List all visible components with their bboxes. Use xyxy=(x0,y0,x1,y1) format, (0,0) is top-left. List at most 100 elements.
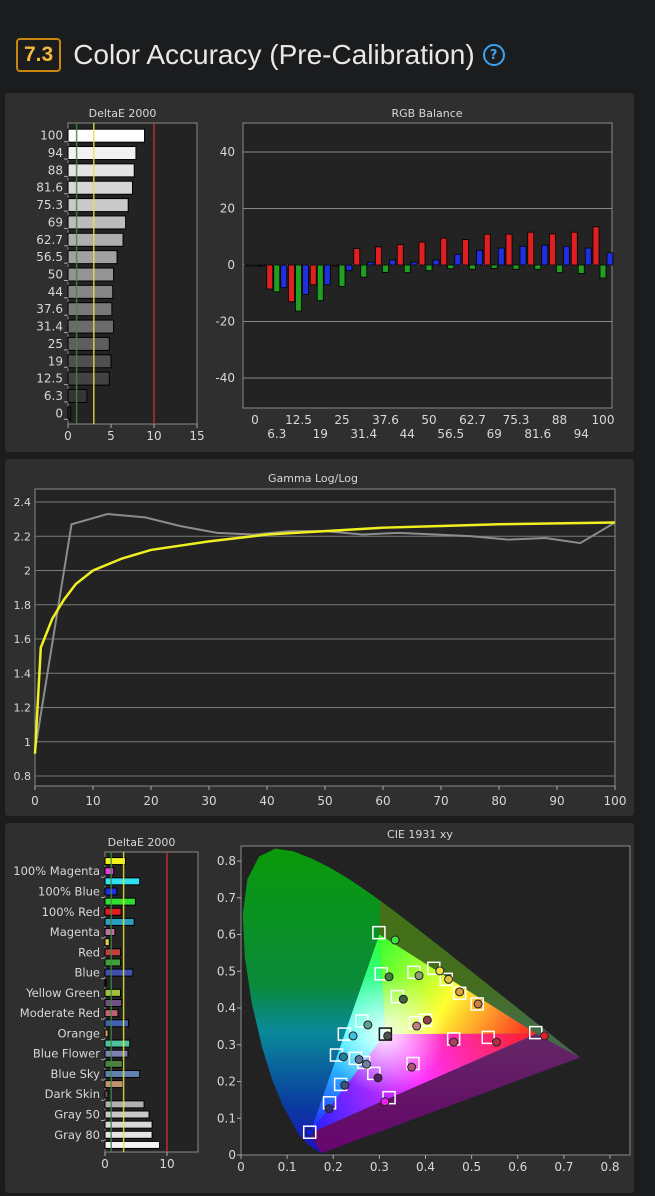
section-header: 7.3 Color Accuracy (Pre-Calibration) ? xyxy=(16,38,505,72)
deltae-category-label: 88 xyxy=(48,163,63,177)
deltae-bar xyxy=(67,198,129,213)
rgb-bar xyxy=(280,264,288,289)
x-tick-label: 0.5 xyxy=(462,1160,481,1174)
cie-measured-point xyxy=(414,971,424,981)
x-tick-label: 0.3 xyxy=(370,1160,389,1174)
x-tick-label: 10 xyxy=(85,794,100,808)
rgb-bar xyxy=(367,261,375,266)
y-tick-label: 1.4 xyxy=(14,667,32,680)
cie-measured-point xyxy=(540,1031,550,1041)
rgb-bar xyxy=(273,264,281,293)
y-tick-label: 20 xyxy=(220,202,235,216)
x-tick-label: 60 xyxy=(375,794,390,808)
deltae-bar xyxy=(67,215,127,230)
deltae-bar xyxy=(104,907,122,916)
y-tick-label: 2.2 xyxy=(14,530,32,543)
cie-title: CIE 1931 xy xyxy=(387,828,453,841)
x-tick-label: 62.7 xyxy=(459,413,486,427)
locus-yellow-region xyxy=(379,900,580,1058)
cie-measured-point xyxy=(390,935,400,945)
x-tick-label: 50 xyxy=(317,794,332,808)
deltae-category-label: Gray 80 xyxy=(54,1128,100,1142)
deltae-category-label: 81.6 xyxy=(36,181,63,195)
x-tick-label: 20 xyxy=(143,794,158,808)
deltae-bar xyxy=(67,232,124,247)
y-tick-label: -40 xyxy=(215,371,235,385)
deltae-bar xyxy=(104,877,141,886)
deltae-bar xyxy=(104,958,121,967)
deltae-category-label: Gray 50 xyxy=(54,1108,100,1122)
y-tick-label: 0.6 xyxy=(217,928,236,942)
y-tick-label: 40 xyxy=(220,145,235,159)
rgb-bar xyxy=(462,239,469,266)
deltae-bar xyxy=(67,302,113,317)
rgb-bar xyxy=(266,264,274,290)
deltae-bar xyxy=(67,250,118,265)
deltae-category-label: 44 xyxy=(48,285,63,299)
cie-measured-point xyxy=(444,974,454,984)
cie-measured-point xyxy=(363,1020,373,1030)
x-tick-label: 0.1 xyxy=(278,1160,297,1174)
rgb-bar xyxy=(505,233,513,266)
rgb-bar xyxy=(403,264,411,274)
gamut-white-overlay xyxy=(310,934,537,1133)
deltae-title: DeltaE 2000 xyxy=(108,836,176,849)
deltae-category-label: Dark Skin xyxy=(45,1087,100,1101)
y-tick-label: 0.8 xyxy=(217,854,236,868)
cie-measured-point xyxy=(361,1059,371,1069)
deltae-bar xyxy=(104,1110,150,1119)
rgb-bar xyxy=(599,264,607,279)
x-tick-label: 69 xyxy=(487,427,502,441)
deltae-bar xyxy=(104,867,115,876)
x-tick-label: 0 xyxy=(251,413,259,427)
cie-measured-point xyxy=(422,1015,432,1025)
deltae-category-label: 0 xyxy=(55,406,63,420)
deltae-bar xyxy=(104,1039,131,1048)
x-tick-label: 0 xyxy=(237,1160,245,1174)
rgb-bar xyxy=(534,264,542,270)
rgb-bar xyxy=(410,261,418,266)
x-tick-label: 25 xyxy=(334,413,349,427)
section-title: Color Accuracy (Pre-Calibration) xyxy=(73,39,475,70)
deltae-category-label: Blue Sky xyxy=(51,1067,101,1081)
x-tick-label: 19 xyxy=(313,427,328,441)
rgb-bar xyxy=(338,264,346,287)
deltae-category-label: Magenta xyxy=(50,925,100,939)
rgb-bar xyxy=(556,264,563,274)
gamma-title: Gamma Log/Log xyxy=(268,472,358,485)
deltae-bar xyxy=(104,1100,145,1109)
rgb-bar xyxy=(244,264,252,267)
cie-measured-point xyxy=(473,999,483,1009)
cie-measured-point xyxy=(398,994,408,1004)
deltae-category-label: 31.4 xyxy=(36,320,63,334)
deltae-category-label: Red xyxy=(78,945,100,959)
x-tick-label: 6.3 xyxy=(267,427,286,441)
x-tick-label: 0.4 xyxy=(416,1160,435,1174)
rgb-bar xyxy=(345,264,353,272)
deltae-bar xyxy=(104,857,126,866)
deltae-category-label: 12.5 xyxy=(36,372,63,386)
y-tick-label: 0.7 xyxy=(217,891,236,905)
deltae-bar xyxy=(104,1140,161,1149)
question-circle-icon[interactable]: ? xyxy=(482,44,505,66)
x-tick-label: 81.6 xyxy=(524,427,551,441)
deltae-bar xyxy=(104,1049,129,1058)
x-tick-label: 56.5 xyxy=(437,427,464,441)
y-tick-label: -20 xyxy=(215,315,235,329)
rgb-bar xyxy=(288,264,295,303)
deltae-category-label: Moderate Red xyxy=(20,1006,100,1020)
cie-measured-point xyxy=(435,966,445,976)
rgb-title: RGB Balance xyxy=(391,107,462,120)
deltae-title: DeltaE 2000 xyxy=(89,107,157,120)
x-tick-label: 100 xyxy=(604,794,627,808)
x-tick-label: 88 xyxy=(552,413,567,427)
deltae-bar xyxy=(104,1019,130,1028)
x-tick-label: 31.4 xyxy=(350,427,377,441)
x-tick-label: 94 xyxy=(574,427,589,441)
cie-target-square xyxy=(481,1030,495,1045)
x-tick-label: 30 xyxy=(201,794,216,808)
deltae-bar xyxy=(67,267,115,282)
cie-measured-point xyxy=(455,987,465,997)
deltae-category-label: 62.7 xyxy=(36,233,63,247)
